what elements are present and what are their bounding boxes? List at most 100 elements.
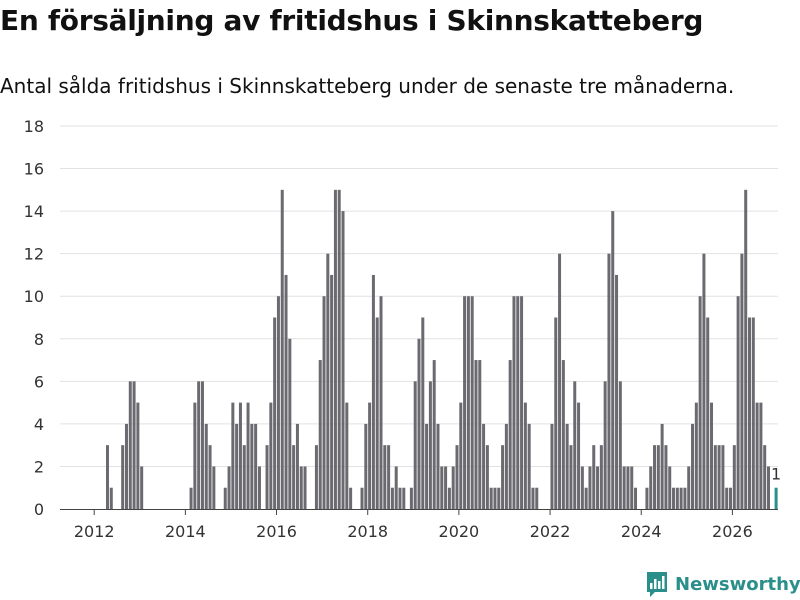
y-tick-label: 4	[34, 415, 44, 434]
bar	[713, 445, 717, 509]
bar	[371, 274, 375, 509]
bar	[250, 423, 254, 509]
x-axis-ticks: 2012 2014 2016 2018 2020 2022 2024 2026	[60, 509, 778, 538]
bar	[664, 445, 668, 509]
bar	[668, 466, 672, 509]
bar	[409, 487, 413, 509]
bar	[520, 296, 524, 509]
bar	[736, 296, 740, 509]
bar	[288, 338, 292, 509]
bar	[455, 445, 459, 509]
bar	[451, 466, 455, 509]
bar	[333, 189, 337, 509]
bar	[584, 487, 588, 509]
bar	[508, 360, 512, 509]
bar	[558, 253, 562, 509]
bar	[569, 445, 573, 509]
bar	[588, 466, 592, 509]
bar	[630, 466, 634, 509]
bar	[246, 402, 250, 509]
bar	[470, 296, 474, 509]
bar	[330, 274, 334, 509]
bar	[227, 466, 231, 509]
bar	[634, 487, 638, 509]
bar	[254, 423, 258, 509]
bar	[744, 189, 748, 509]
y-tick-label: 6	[34, 372, 44, 391]
bar	[265, 445, 269, 509]
bar	[322, 296, 326, 509]
bar	[698, 296, 702, 509]
bar	[759, 402, 763, 509]
bar	[140, 466, 144, 509]
bar	[105, 445, 109, 509]
bar	[432, 360, 436, 509]
bar	[702, 253, 706, 509]
bar	[360, 487, 364, 509]
bar	[493, 487, 497, 509]
bar	[577, 402, 581, 509]
bar	[732, 445, 736, 509]
bar	[691, 423, 695, 509]
bar	[314, 445, 318, 509]
y-tick-label: 0	[34, 500, 44, 519]
bar	[425, 423, 429, 509]
bar	[706, 317, 710, 509]
bar	[717, 445, 721, 509]
bar	[599, 445, 603, 509]
bar	[580, 466, 584, 509]
brand-name: Newsworthy	[675, 573, 800, 595]
bar	[679, 487, 683, 509]
bar	[675, 487, 679, 509]
bar	[375, 317, 379, 509]
bar	[531, 487, 535, 509]
bar	[573, 381, 577, 509]
bar	[383, 445, 387, 509]
bar	[649, 466, 653, 509]
brand[interactable]: Newsworthy	[645, 568, 800, 600]
bar	[444, 466, 448, 509]
bar	[200, 381, 204, 509]
bar	[417, 338, 421, 509]
bar	[527, 423, 531, 509]
bar	[128, 381, 132, 509]
bar	[132, 381, 136, 509]
bar	[345, 402, 349, 509]
grid-lines	[60, 125, 778, 467]
bar	[292, 445, 296, 509]
bar	[592, 445, 596, 509]
bar	[189, 487, 193, 509]
bar	[276, 296, 280, 509]
bar	[394, 466, 398, 509]
newsworthy-logo-icon	[647, 572, 667, 597]
bar	[440, 466, 444, 509]
bar	[683, 487, 687, 509]
bar	[447, 487, 451, 509]
bar	[231, 402, 235, 509]
bar	[280, 189, 284, 509]
y-tick-label: 14	[24, 202, 44, 221]
bar	[349, 487, 353, 509]
bar	[725, 487, 729, 509]
bar	[238, 402, 242, 509]
bar	[318, 360, 322, 509]
bar	[748, 317, 752, 509]
highlight-value-label: 1	[771, 465, 781, 484]
bar	[694, 402, 698, 509]
bar	[763, 445, 767, 509]
data-labels: 1	[771, 465, 781, 484]
bar	[208, 445, 212, 509]
bar	[337, 189, 341, 509]
bar	[284, 274, 288, 509]
bar	[729, 487, 733, 509]
bar	[212, 466, 216, 509]
y-tick-label: 8	[34, 330, 44, 349]
bar	[242, 445, 246, 509]
bar	[482, 423, 486, 509]
x-tick-label: 2018	[347, 522, 388, 538]
bar	[603, 381, 607, 509]
bar	[421, 317, 425, 509]
bar	[379, 296, 383, 509]
bar	[656, 445, 660, 509]
bar	[710, 402, 714, 509]
